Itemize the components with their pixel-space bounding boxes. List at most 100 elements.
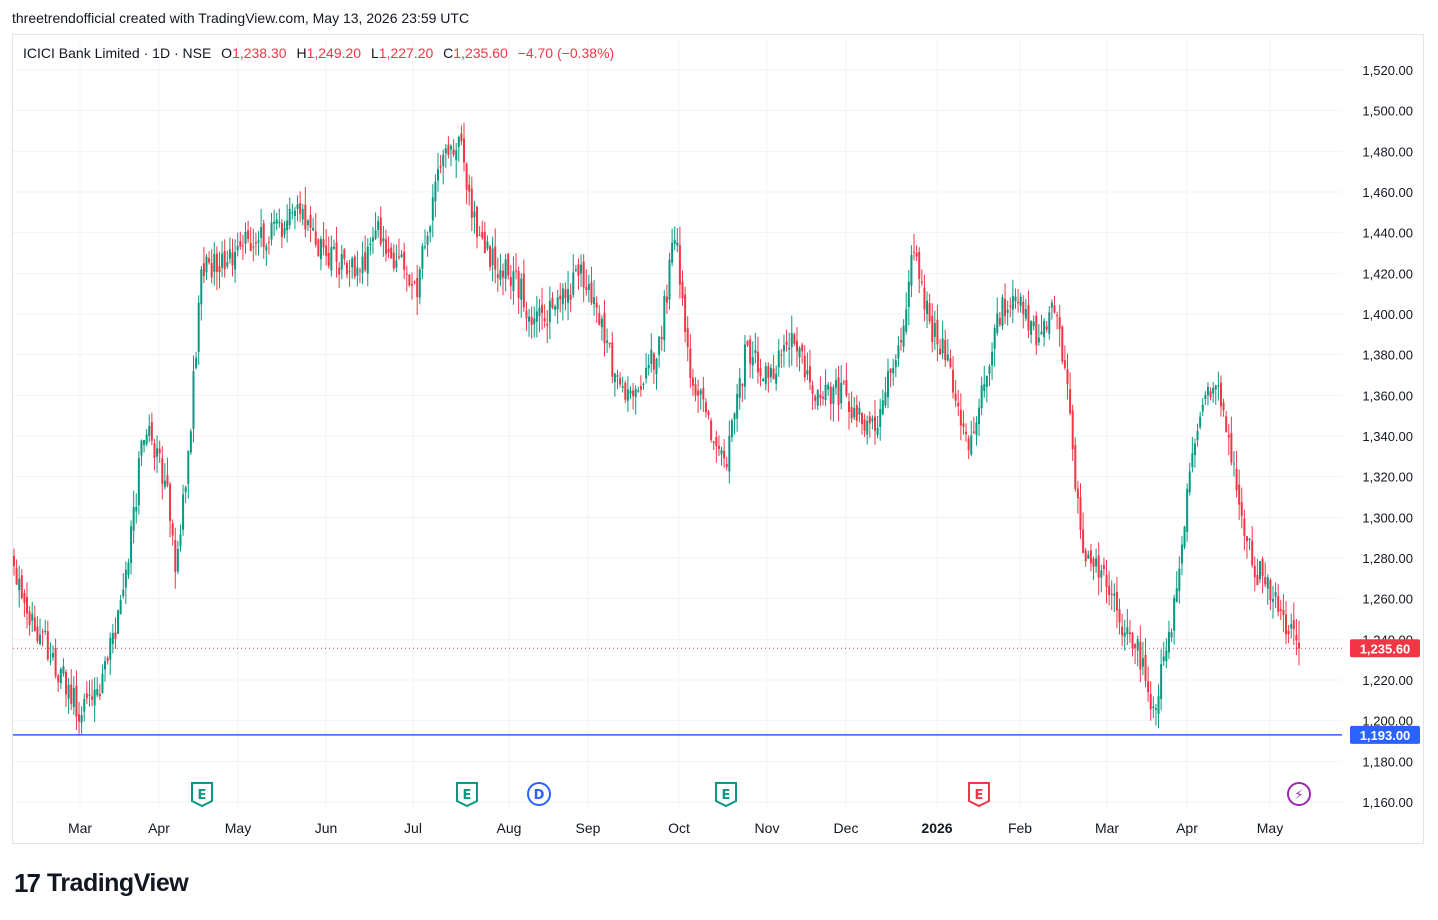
candle-body [228,249,231,259]
candle-body [515,270,518,272]
y-tick-label: 1,480.00 [1362,144,1413,159]
candle-body [452,149,455,155]
candle-body [1186,488,1189,532]
candle-body [39,634,42,644]
candlestick-chart[interactable]: 1,160.001,180.001,200.001,220.001,240.00… [0,0,1438,860]
candle-body [530,316,533,325]
candle-body [327,252,330,267]
x-tick-label: Mar [68,820,92,836]
candle-body [275,219,278,224]
candle-body [962,423,965,427]
candle-body [712,441,715,443]
candle-body [1214,385,1217,390]
candle-body [920,281,923,283]
candle-body [343,249,346,259]
candle-body [668,259,671,300]
candle-body [52,652,55,658]
candle-body [197,302,200,352]
candle-body [561,288,564,305]
candle-body [421,245,424,269]
y-tick-label: 1,280.00 [1362,551,1413,566]
chart-frame[interactable] [12,34,1424,844]
candle-body [868,416,871,424]
candle-body [278,221,281,224]
candle-body [226,262,229,267]
candle-body [218,266,221,273]
candle-body [364,252,367,270]
candle-body [897,345,900,359]
candle-body [202,263,205,277]
candle-body [616,375,619,377]
candle-body [1271,599,1274,602]
candle-body [1253,565,1256,578]
candle-body [15,568,18,585]
candle-body [821,396,824,399]
candle-body [710,420,713,441]
candle-body [910,255,913,286]
candle-body [122,589,125,597]
candle-body [780,354,783,356]
candle-body [1032,321,1035,327]
candle-body [887,371,890,398]
candle-body [1001,297,1004,326]
candle-body [819,394,822,398]
candle-body [257,240,260,243]
candle-body [567,289,570,303]
candle-body [1045,326,1048,330]
candle-body [317,239,320,256]
y-tick-label: 1,260.00 [1362,592,1413,607]
candle-body [1108,585,1111,595]
candle-body [834,380,837,388]
candle-body [699,390,702,395]
candle-body [1227,434,1230,438]
candle-body [1269,580,1272,601]
candle-body [158,448,161,454]
x-tick-label: Dec [834,820,859,836]
open-value: 1,238.30 [232,45,287,61]
candle-body [811,385,814,394]
candle-body [140,440,143,456]
candle-body [533,318,536,325]
candle-body [1053,305,1056,313]
candle-body [1079,497,1082,531]
candle-body [384,239,387,254]
candle-body [767,366,770,378]
tradingview-logo[interactable]: 17 TradingView [14,868,189,899]
candle-body [325,245,328,256]
candle-body [585,287,588,290]
candle-body [723,450,726,459]
event-marker-label: ⚡ [1294,788,1303,803]
x-tick-label: Nov [755,820,780,836]
candle-body [736,393,739,419]
candle-body [918,251,921,279]
candle-body [915,253,918,257]
candle-body [650,349,653,364]
candle-body [309,214,312,228]
candle-body [1089,550,1092,564]
candle-body [933,322,936,337]
support-price-tag [1350,725,1420,744]
candle-body [382,238,385,242]
candle-body [1069,389,1072,414]
candle-body [72,687,75,707]
candle-body [1136,639,1139,651]
candle-body [681,281,684,299]
last-price-label: 1,235.60 [1360,641,1411,656]
candle-body [1144,654,1147,681]
candle-body [520,278,523,300]
candle-body [611,342,614,377]
candle-body [400,254,403,258]
candle-body [457,136,460,148]
candle-body [1017,301,1020,304]
candle-body [166,475,169,486]
candle-body [507,253,510,276]
y-tick-label: 1,460.00 [1362,185,1413,200]
candle-body [450,146,453,150]
candle-body [478,234,481,236]
candle-body [1287,630,1290,634]
candle-body [491,248,494,266]
candle-body [476,206,479,238]
candle-body [1219,382,1222,407]
candle-body [1178,568,1181,592]
candle-body [902,325,905,347]
